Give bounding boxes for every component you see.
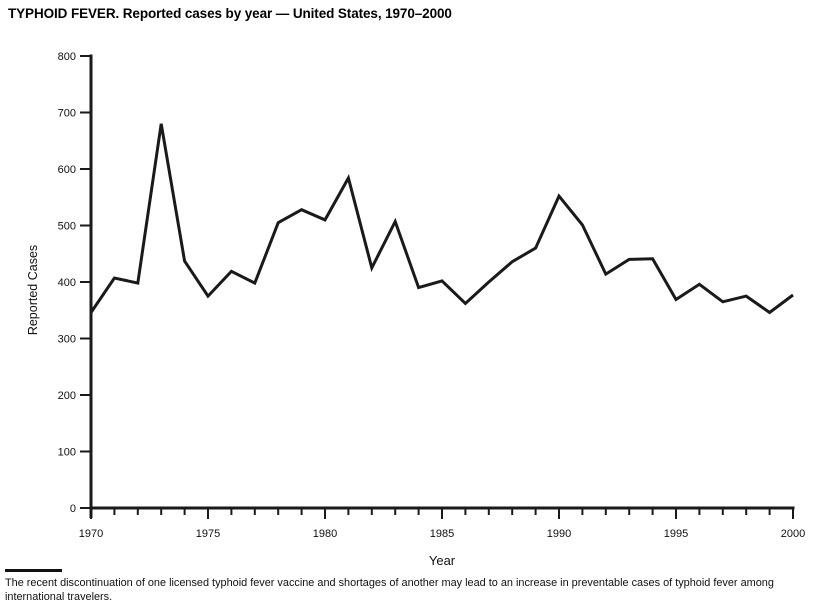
x-tick-label: 1980 (313, 528, 337, 540)
x-tick-label: 1990 (547, 528, 571, 540)
x-tick-label: 2000 (781, 528, 805, 540)
axis-ticks (80, 55, 794, 519)
x-axis-label: Year (428, 553, 456, 568)
footnote-text: The recent discontinuation of one licens… (5, 577, 774, 604)
y-tick-label: 500 (58, 221, 76, 233)
y-tick-label: 400 (58, 277, 76, 289)
y-tick-label: 0 (70, 503, 76, 515)
chart-title: TYPHOID FEVER. Reported cases by year — … (8, 6, 452, 21)
data-line (89, 123, 794, 315)
y-tick-label: 800 (58, 51, 76, 63)
x-tick-label: 1975 (196, 528, 220, 540)
y-axis-label: Reported Cases (26, 244, 40, 336)
axes (89, 54, 795, 518)
y-tick-label: 700 (58, 108, 76, 120)
axis-tick-labels: 0 100 200 300 400 500 600 700 800 1970 1975 1980 198… (58, 51, 806, 540)
footnote-divider (5, 569, 62, 572)
x-tick-label: 1995 (664, 528, 688, 540)
x-tick-label: 1985 (430, 528, 454, 540)
y-tick-label: 200 (58, 390, 76, 402)
y-tick-label: 300 (58, 334, 76, 346)
x-tick-label: 1970 (79, 528, 103, 540)
y-tick-label: 600 (58, 164, 76, 176)
y-tick-label: 100 (58, 447, 76, 459)
